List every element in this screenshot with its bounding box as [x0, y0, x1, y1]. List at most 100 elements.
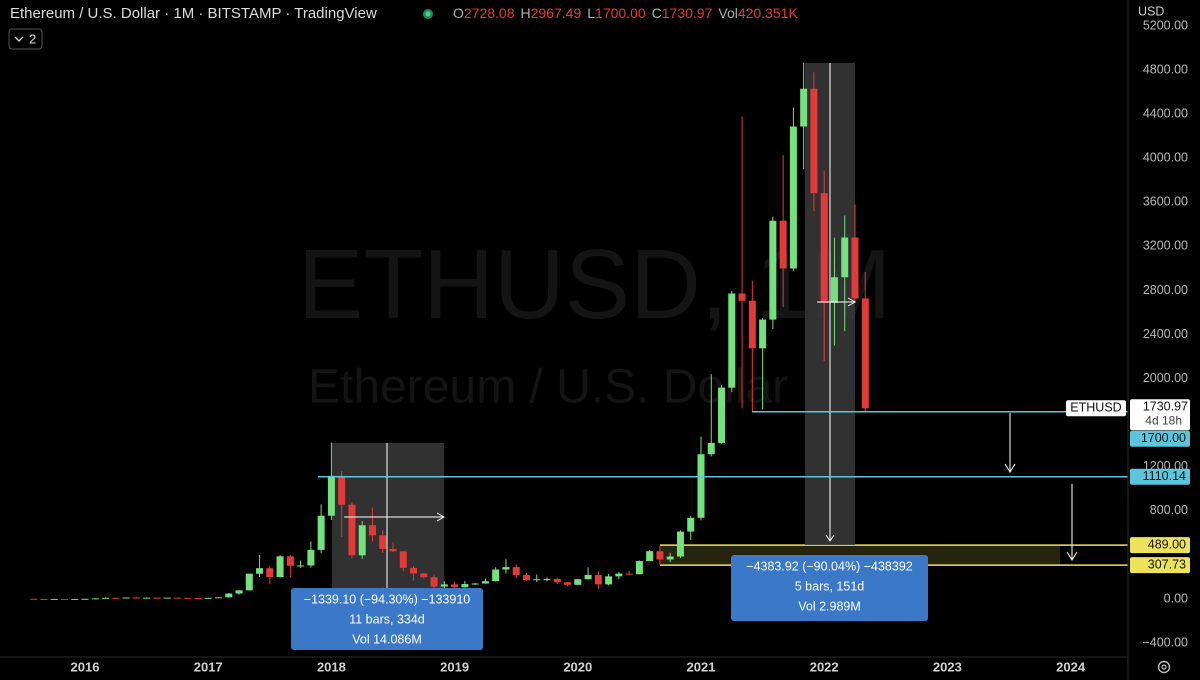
candle-body [81, 598, 89, 600]
x-tick-label: 2017 [194, 659, 223, 674]
level-price-box [1130, 430, 1190, 447]
y-tick-label: 2800.00 [1143, 283, 1188, 297]
arrow-head [1066, 551, 1078, 561]
measure-arrow-head [825, 534, 835, 542]
candle-body [348, 504, 356, 556]
candle-body [841, 237, 849, 278]
legend-value: 1700.00 [595, 5, 646, 21]
measure-label-box [291, 588, 483, 650]
candle-body [512, 567, 520, 576]
candle-body [522, 575, 530, 581]
candle-body [173, 597, 181, 599]
settings-icon [1157, 660, 1171, 674]
axis-layer: 5200.00 4800.00 4400.00 4000.00 3600.00 3200.… [71, 18, 1190, 674]
level-price-label: 1700.00 [1141, 431, 1186, 445]
candle-body [245, 573, 253, 591]
y-tick-label: 4800.00 [1143, 62, 1188, 76]
candle-body [40, 598, 48, 600]
candle-body [492, 569, 500, 582]
measure-label-box [731, 555, 928, 621]
candle-body [430, 577, 438, 587]
candle-body [50, 598, 58, 600]
candle-body [440, 584, 448, 587]
candle-body [143, 597, 151, 599]
candle-body [194, 598, 202, 600]
candle-body [687, 517, 695, 532]
candle-body [574, 579, 582, 585]
x-tick-label: 2021 [687, 659, 716, 674]
x-tick-label: 2019 [440, 659, 469, 674]
y-tick-label: 2000.00 [1143, 371, 1188, 385]
measure-label: 5 bars, 151d [795, 579, 865, 593]
watermark-symbol: ETHUSD, 1M [298, 229, 892, 339]
candle-body [605, 576, 613, 585]
candle-body [748, 300, 756, 349]
candle-body [481, 581, 489, 584]
legend-value: 1730.97 [662, 5, 713, 21]
candle-body [810, 88, 818, 194]
candle-body [820, 193, 828, 303]
chevron-icon [14, 36, 24, 42]
candle-body [553, 578, 561, 583]
candle-body [327, 475, 335, 516]
candle-body [584, 575, 592, 580]
legend-value: 420.351K [738, 5, 799, 21]
bar-countdown: 4d 18h [1145, 413, 1182, 427]
candle-body [184, 597, 192, 599]
status-dot-core [425, 11, 431, 17]
candle-body [543, 578, 551, 580]
candle-body [594, 575, 602, 585]
candle-body [789, 126, 797, 269]
settings-icon-center [1161, 664, 1167, 670]
candle-body [102, 597, 110, 599]
candle-body [389, 548, 397, 552]
level-price-label: 1110.14 [1143, 469, 1186, 483]
measure-arrow-head [436, 512, 446, 522]
candle-body [738, 293, 746, 301]
arrow-head [1004, 463, 1016, 473]
candle-body [122, 597, 130, 599]
candle-body [153, 597, 161, 599]
currency-button[interactable] [1134, 2, 1194, 22]
candle-body [728, 293, 736, 388]
legend-key: O [453, 5, 464, 21]
candle-body [276, 556, 284, 578]
legend-key: C [652, 5, 662, 21]
candle-body [759, 319, 767, 349]
candle-body [71, 598, 79, 600]
zone-price-box [1130, 537, 1190, 554]
y-tick-label: 5200.00 [1143, 18, 1188, 32]
level-price-box [1130, 468, 1190, 485]
candle-body [420, 573, 428, 578]
chart-title: Ethereum / U.S. Dollar · 1M · BITSTAMP ·… [10, 5, 377, 22]
candle-body [676, 531, 684, 557]
watermark-description: Ethereum / U.S. Dollar [308, 361, 788, 414]
ohlc-legend: O2728.08 H2967.49 L1700.00 C1730.97 Vol420.3… [453, 5, 798, 21]
zone-price-label: 307.73 [1148, 557, 1186, 571]
candle-body [338, 475, 346, 505]
candle-body [779, 220, 787, 269]
candle-body [861, 298, 869, 409]
candle-body [769, 220, 777, 320]
candle-body [163, 597, 171, 599]
y-tick-label: −400.00 [1142, 635, 1188, 649]
last-price-box [1130, 399, 1190, 431]
candle-body [615, 573, 623, 577]
candle-body [30, 598, 38, 600]
measure-label: 11 bars, 334d [349, 612, 425, 626]
measure-arrow-head [847, 297, 857, 307]
candle-body [646, 551, 654, 562]
candle-body [451, 584, 459, 588]
y-tick-label: 4000.00 [1143, 151, 1188, 165]
settings-button[interactable] [1157, 660, 1171, 674]
y-tick-label: 2400.00 [1143, 327, 1188, 341]
candle-body [204, 597, 212, 599]
candle-body [800, 88, 808, 127]
plot-layer: −1339.10 (−94.30%) −133910 11 bars, 334d V… [30, 62, 1128, 650]
candle-body [656, 551, 664, 560]
candle-body [461, 584, 469, 588]
zone-price-box [1130, 557, 1190, 574]
indicator-toggle[interactable] [8, 28, 43, 50]
